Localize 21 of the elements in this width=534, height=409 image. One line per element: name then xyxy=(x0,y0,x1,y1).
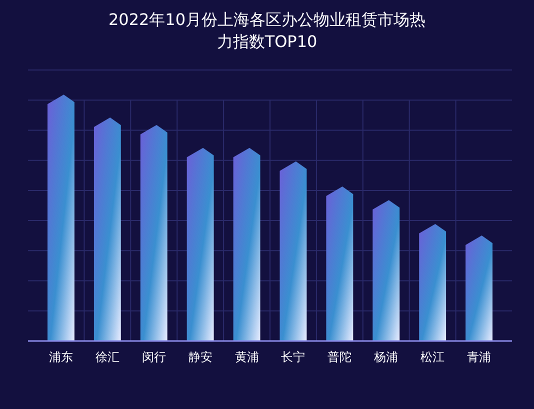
bar xyxy=(372,200,400,341)
x-tick-label: 长宁 xyxy=(281,350,306,364)
x-tick-label: 杨浦 xyxy=(373,350,398,364)
bar xyxy=(280,161,307,341)
x-tick-label: 闵行 xyxy=(142,350,166,364)
bar xyxy=(94,118,121,341)
bar xyxy=(186,148,214,341)
x-tick-label: 青浦 xyxy=(467,350,492,364)
x-tick-label: 浦东 xyxy=(48,350,73,364)
x-tick-label: 普陀 xyxy=(328,350,352,364)
x-tick-label: 松江 xyxy=(420,350,445,364)
bar xyxy=(48,94,74,341)
bar xyxy=(140,124,168,341)
chart-title: 2022年10月份上海各区办公物业租赁市场热力指数TOP10 xyxy=(107,9,427,53)
x-tick-label: 徐汇 xyxy=(95,350,120,364)
bar xyxy=(233,148,260,341)
x-tick-label: 静安 xyxy=(188,350,212,364)
bar xyxy=(419,224,446,341)
bar xyxy=(466,236,492,341)
x-tick-label: 黄浦 xyxy=(234,350,259,364)
bar xyxy=(326,186,354,341)
